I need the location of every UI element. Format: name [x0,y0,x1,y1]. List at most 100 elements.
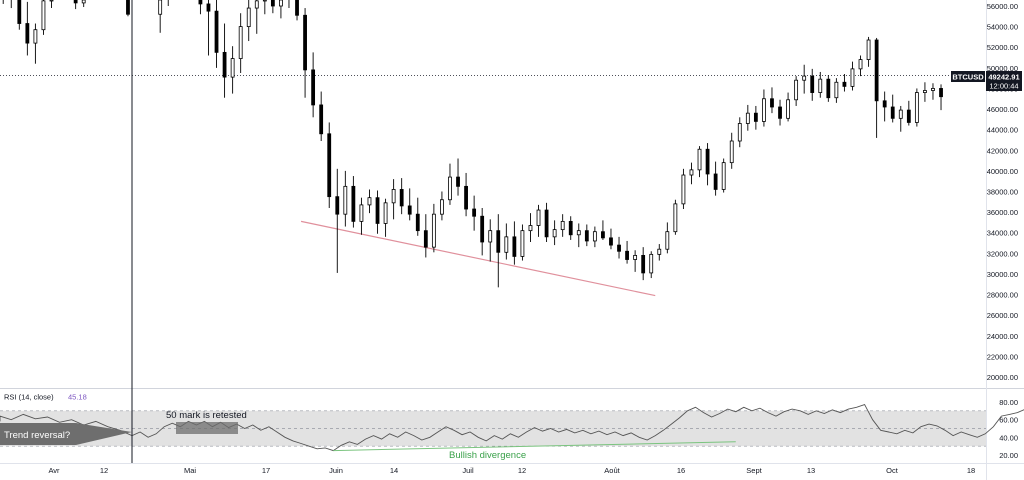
candle-body-down [906,109,911,123]
candle [335,168,340,273]
candle-body-up [488,230,493,243]
candle [17,0,22,30]
candle-body-up [536,209,541,226]
time-tick-label: 14 [390,466,398,475]
candle [327,122,332,208]
candle [689,162,694,185]
candle [343,170,348,227]
candle [367,189,372,214]
candle-body-down [270,0,275,7]
candle [850,61,855,91]
time-tick-label: Mai [184,466,196,475]
trend-reversal-callout[interactable]: Trend reversal? [0,423,132,445]
price-pane[interactable] [0,75,986,297]
candle-body-up [448,176,452,201]
candle-body-up [689,169,694,176]
candle-body-up [858,59,863,70]
time-axis[interactable]: Avr 12 Mai 17 Juin 14 Juil 12 Août 16 Sept 13 Oct 18 [48,466,975,475]
candle [81,0,86,8]
divergence-line[interactable] [333,441,736,452]
candle-body-up [786,99,790,119]
candle-body-up [528,225,533,232]
candle [584,224,589,247]
candle [697,146,702,178]
price-axis[interactable]: 56000.0054000.0052000.0050000.0048000.00… [987,2,1018,382]
current-price-marker[interactable]: BTCUSD 49242.91 12:00:44 [951,71,1022,91]
price-tick-label: 36000.00 [987,208,1018,217]
rsi-pane[interactable]: 80.00 60.00 40.00 20.00 [0,398,1024,460]
candle-body-down [810,75,815,93]
candle-body-up [794,79,799,101]
candle-body-up [520,230,525,257]
candle-body-up [745,112,750,124]
candle-body-down [415,213,420,232]
candle-body-up [158,0,163,15]
candles-group [2,0,943,288]
retest-box[interactable] [176,422,238,434]
candle [126,0,130,17]
candle [423,214,428,258]
candle-body-up [834,81,839,99]
price-tick-label: 54000.00 [987,23,1018,32]
rsi-tick-label: 20.00 [999,451,1018,460]
time-tick-label: Oct [886,466,899,475]
price-tick-label: 38000.00 [987,188,1018,197]
candle-body-down [214,10,219,53]
candle [407,188,412,221]
candle [33,23,38,64]
candle [262,0,267,15]
time-tick-label: Juin [329,466,343,475]
candle-body-up [33,29,38,44]
candle-body-up [673,203,678,233]
candle-body-up [383,202,388,224]
time-tick-label: 17 [262,466,270,475]
candle [41,0,46,35]
candle-body-down [464,185,468,210]
candle [440,191,444,221]
candle-body-up [898,109,903,119]
candle [882,91,887,122]
candle-body-down [496,230,501,253]
candle [391,179,396,220]
candle-body-down [778,106,782,119]
candle-body-up [246,7,251,28]
candle-body-up [592,231,597,242]
candle-body-up [431,213,436,248]
candle-body-down [609,237,613,246]
candle [665,222,670,254]
candle-body-up [41,0,46,31]
candle [456,158,460,196]
candle [753,105,758,130]
candle-body-down [753,112,758,122]
candle [303,8,307,98]
candle-body-down [335,196,340,215]
rsi-tick-label: 80.00 [999,398,1018,407]
candle [713,161,718,196]
support-trendline[interactable] [300,220,656,297]
candle [794,76,799,106]
time-tick-label: Août [604,466,620,475]
candle [633,250,638,272]
candle [914,88,919,127]
candle-body-down [890,106,895,119]
candle-body-down [874,39,879,102]
candle-body-down [311,69,316,106]
candle-body-up [230,58,235,78]
candle [770,87,774,114]
price-tick-label: 28000.00 [987,291,1018,300]
candle [898,105,903,132]
candle-body-down [601,231,605,239]
candle [158,0,163,33]
candle [214,0,219,68]
candle-body-up [238,26,243,59]
candle [472,195,477,231]
candle [464,172,468,217]
candle [802,64,807,94]
candle [939,84,943,111]
candle [528,213,533,242]
candle [415,197,420,236]
candle [923,82,927,102]
time-tick-label: 18 [967,466,975,475]
price-tick-label: 24000.00 [987,332,1018,341]
